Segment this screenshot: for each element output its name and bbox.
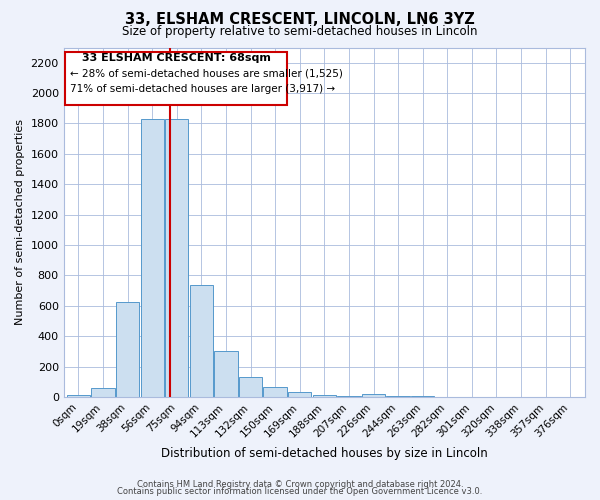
Bar <box>386 396 410 397</box>
Y-axis label: Number of semi-detached properties: Number of semi-detached properties <box>15 119 25 325</box>
Text: ← 28% of semi-detached houses are smaller (1,525): ← 28% of semi-detached houses are smalle… <box>70 68 343 78</box>
Bar <box>288 392 311 397</box>
Bar <box>140 119 164 397</box>
Bar <box>165 119 188 397</box>
Bar <box>91 388 115 397</box>
Text: 33, ELSHAM CRESCENT, LINCOLN, LN6 3YZ: 33, ELSHAM CRESCENT, LINCOLN, LN6 3YZ <box>125 12 475 28</box>
FancyBboxPatch shape <box>65 52 287 105</box>
Text: Contains public sector information licensed under the Open Government Licence v3: Contains public sector information licen… <box>118 487 482 496</box>
Bar <box>116 302 139 397</box>
Bar <box>313 394 336 397</box>
Bar <box>362 394 385 397</box>
X-axis label: Distribution of semi-detached houses by size in Lincoln: Distribution of semi-detached houses by … <box>161 447 488 460</box>
Text: 33 ELSHAM CRESCENT: 68sqm: 33 ELSHAM CRESCENT: 68sqm <box>82 53 271 63</box>
Text: Contains HM Land Registry data © Crown copyright and database right 2024.: Contains HM Land Registry data © Crown c… <box>137 480 463 489</box>
Bar <box>190 284 213 397</box>
Text: 71% of semi-detached houses are larger (3,917) →: 71% of semi-detached houses are larger (… <box>70 84 335 94</box>
Bar <box>67 394 90 397</box>
Text: Size of property relative to semi-detached houses in Lincoln: Size of property relative to semi-detach… <box>122 25 478 38</box>
Bar <box>239 377 262 397</box>
Bar <box>411 396 434 397</box>
Bar <box>214 352 238 397</box>
Bar <box>337 396 361 397</box>
Bar <box>263 387 287 397</box>
